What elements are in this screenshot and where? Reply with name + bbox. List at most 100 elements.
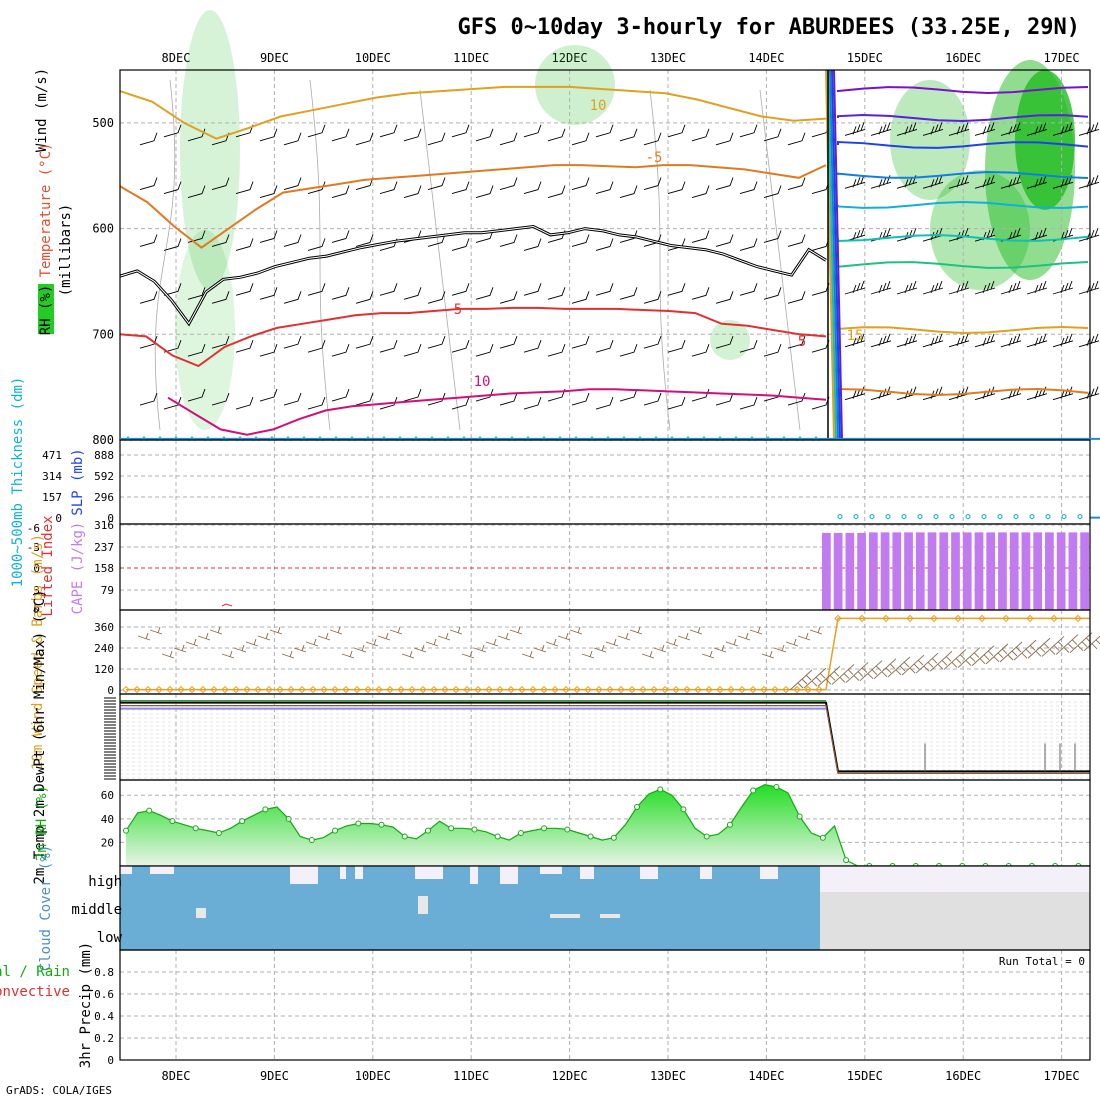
wind-barb [1026, 386, 1048, 401]
wind-barb [307, 124, 326, 138]
wind-speed-marker [540, 685, 548, 694]
wind-barb-10m [817, 665, 841, 687]
wind-barb [691, 344, 710, 357]
wind-barb [259, 344, 278, 357]
wind-speed-marker [166, 685, 174, 694]
lifted-index-tick-label: 3 [33, 584, 40, 597]
wind-speed-marker [265, 685, 273, 694]
upper-isotherm-line [837, 261, 1089, 269]
wind-barb [139, 336, 158, 349]
wind-speed-marker [353, 685, 361, 694]
wind-speed-marker [1050, 614, 1058, 623]
faint-contour [154, 79, 176, 431]
day-tick-label-bottom: 12DEC [552, 1069, 588, 1083]
wind-barb [379, 283, 398, 296]
cloud-gap [550, 914, 580, 918]
wind-speed-marker [144, 685, 152, 694]
wind-barb-10m [317, 632, 331, 641]
faint-contour [759, 89, 801, 431]
day-tick-label-top: 11DEC [453, 51, 489, 65]
wind-barb-10m [497, 632, 511, 641]
wind-speed-marker [419, 685, 427, 694]
wind-barb [896, 122, 918, 136]
wind-barb [547, 344, 566, 357]
thickness-marker [1013, 514, 1019, 520]
wind-barb-10m [401, 650, 415, 659]
wind-barb [1000, 227, 1022, 242]
wind-barb [547, 185, 566, 199]
rh-point [355, 820, 362, 827]
wind-speed-marker [210, 685, 218, 694]
wind-barb [870, 175, 892, 189]
wind-barb [211, 336, 230, 349]
cloud-high-band [820, 866, 1090, 892]
wind-barb-10m [137, 632, 151, 641]
wind-barb [187, 388, 206, 402]
thickness-marker [1045, 514, 1051, 520]
thickness-tick-label: 157 [42, 491, 62, 504]
wind-barb [499, 234, 518, 247]
rh-point [494, 833, 501, 840]
wind-barb-10m [149, 626, 163, 635]
rh-tick-label: 20 [101, 836, 114, 849]
upper-isotherm-line [837, 86, 1089, 94]
wind-barb [211, 234, 230, 247]
wind-barb [163, 340, 182, 353]
wind-barb [307, 181, 326, 195]
wind-barb [451, 396, 470, 410]
rh-tick-label: 60 [101, 789, 114, 802]
wind-barb-10m [957, 647, 981, 668]
wind-barb [139, 177, 158, 191]
wind-speed-marker [452, 685, 460, 694]
wind-barb [787, 132, 806, 146]
wind-barb-10m [737, 632, 751, 641]
side-labels: Wind (m/s)Temperature (°C) (millibars)RH … [0, 68, 94, 1068]
rh-point [564, 826, 571, 833]
rh-point [819, 834, 826, 841]
freezing-level-line-inner [119, 225, 827, 325]
rh-point [239, 818, 246, 825]
wind-barb [187, 287, 206, 300]
wind-barb [948, 280, 970, 295]
cape-bar [904, 532, 913, 610]
wind-barb [331, 128, 350, 142]
wind-tick-label: 0 [107, 684, 114, 697]
rh-tick-label: 40 [101, 813, 114, 826]
wind-speed-marker [122, 685, 130, 694]
cape-bar [892, 532, 902, 610]
wind-barb-10m [901, 654, 925, 676]
wind-barb-10m [161, 650, 175, 659]
wind-speed-marker [408, 685, 416, 694]
lifted-index-tick-label: -3 [27, 541, 40, 554]
wind-barb [1078, 333, 1100, 348]
cape-bar [1045, 532, 1054, 610]
day-tick-label-bottom: 13DEC [650, 1069, 686, 1083]
thickness-marker [933, 514, 939, 520]
wind-barb [1000, 175, 1022, 189]
wind-speed-marker [518, 685, 526, 694]
cape-tick-label: 237 [94, 541, 114, 554]
wind-barb [691, 287, 710, 300]
contour-label: 5 [454, 302, 462, 318]
wind-tick-label: 360 [94, 621, 114, 634]
cloud-gap [418, 896, 428, 914]
wind-barb [870, 122, 892, 136]
rh-shading [930, 170, 1030, 290]
wind-barb [571, 336, 590, 349]
rh-2m-panel: 20 40 60 [101, 779, 1091, 869]
day-tick-label-top: 15DEC [847, 51, 883, 65]
wind-barb-10m [761, 650, 775, 659]
wind-speed-marker [529, 685, 537, 694]
wind-barb [1000, 386, 1022, 401]
isotherm-10-line [167, 388, 827, 436]
wind-speed-marker [375, 685, 383, 694]
pressure-tick-label: 600 [92, 222, 114, 236]
wind-barb [715, 336, 734, 349]
wind-barb-10m [557, 632, 571, 641]
wind-speed-marker [1026, 614, 1034, 623]
wind-barb [307, 340, 326, 353]
wind-barb [331, 344, 350, 357]
wind-speed-marker [562, 685, 570, 694]
wind-barb [1078, 122, 1100, 136]
wind-barb-10m [221, 650, 235, 659]
